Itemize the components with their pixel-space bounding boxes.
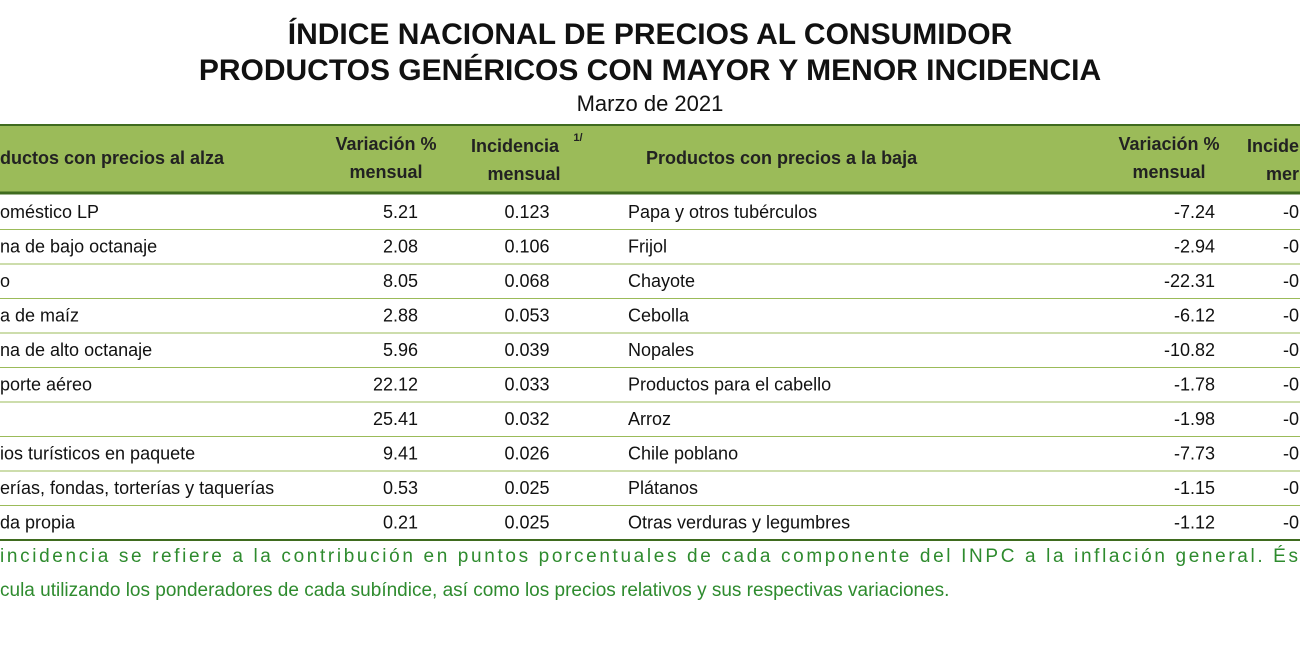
table-cell: Otras verduras y legumbres: [628, 513, 850, 533]
table-cell: -0: [1283, 513, 1299, 533]
column-header: Incidencia: [471, 136, 560, 156]
column-header: Incide: [1247, 136, 1299, 156]
table-cell: -0: [1283, 306, 1299, 326]
table-cell: 8.05: [383, 271, 418, 291]
table-cell: 0.123: [504, 202, 549, 222]
table-cell: a de maíz: [0, 306, 79, 326]
table-cell: 9.41: [383, 444, 418, 464]
footnote: cula utilizando los ponderadores de cada…: [0, 580, 949, 601]
table-cell: Plátanos: [628, 478, 698, 498]
table-cell: 0.053: [504, 306, 549, 326]
table-cell: Frijol: [628, 237, 667, 257]
column-header: mer: [1266, 164, 1299, 184]
column-header: Variación %: [335, 134, 436, 154]
table-cell: 0.026: [504, 444, 549, 464]
table-cell: porte aéreo: [0, 375, 92, 395]
column-header: mensual: [1132, 162, 1205, 182]
table-cell: 22.12: [373, 375, 418, 395]
table-cell: -0: [1283, 375, 1299, 395]
table-cell: 0.039: [504, 340, 549, 360]
table-cell: na de bajo octanaje: [0, 237, 157, 257]
table-cell: 25.41: [373, 409, 418, 429]
table-cell: 5.96: [383, 340, 418, 360]
table-cell: -0: [1283, 202, 1299, 222]
column-header: Variación %: [1118, 134, 1219, 154]
table-cell: 0.032: [504, 409, 549, 429]
table-cell: 0.21: [383, 513, 418, 533]
table-cell: erías, fondas, torterías y taquerías: [0, 478, 274, 498]
column-header: Productos con precios a la baja: [646, 148, 918, 168]
table-cell: Arroz: [628, 409, 671, 429]
title: PRODUCTOS GENÉRICOS CON MAYOR Y MENOR IN…: [199, 53, 1101, 87]
table-cell: Papa y otros tubérculos: [628, 202, 817, 222]
table-cell: -6.12: [1174, 306, 1215, 326]
table-cell: o: [0, 271, 10, 291]
table-cell: 0.025: [504, 478, 549, 498]
table-cell: -1.15: [1174, 478, 1215, 498]
table-cell: da propia: [0, 513, 76, 533]
table-cell: 0.068: [504, 271, 549, 291]
table-cell: Productos para el cabello: [628, 375, 831, 395]
table-cell: 0.033: [504, 375, 549, 395]
column-header: ductos con precios al alza: [0, 148, 225, 168]
header-band: [0, 125, 1300, 192]
table-cell: 0.025: [504, 513, 549, 533]
table-cell: 2.88: [383, 306, 418, 326]
table-cell: -0: [1283, 237, 1299, 257]
table-cell: -2.94: [1174, 237, 1215, 257]
table-cell: na de alto octanaje: [0, 340, 152, 360]
table-cell: Chile poblano: [628, 444, 738, 464]
table-cell: -0: [1283, 340, 1299, 360]
footnote: incidencia se refiere a la contribución …: [0, 546, 1298, 567]
table-cell: -0: [1283, 409, 1299, 429]
table-cell: -0: [1283, 271, 1299, 291]
column-header: mensual: [349, 162, 422, 182]
footnote-ref: 1/: [573, 132, 582, 144]
table-cell: 0.53: [383, 478, 418, 498]
table-cell: oméstico LP: [0, 202, 99, 222]
table-cell: 5.21: [383, 202, 418, 222]
table-cell: -1.12: [1174, 513, 1215, 533]
column-header: mensual: [487, 164, 560, 184]
table-cell: Nopales: [628, 340, 694, 360]
table-cell: -1.98: [1174, 409, 1215, 429]
table-cell: -1.78: [1174, 375, 1215, 395]
table-cell: Chayote: [628, 271, 695, 291]
table-cell: -10.82: [1164, 340, 1215, 360]
table-cell: 0.106: [504, 237, 549, 257]
table-body: oméstico LP 5.21 0.123 Papa y otros tubércu…: [0, 202, 1300, 541]
table-cell: Cebolla: [628, 306, 690, 326]
table-cell: -0: [1283, 444, 1299, 464]
table-cell: ios turísticos en paquete: [0, 444, 195, 464]
table-cell: 2.08: [383, 237, 418, 257]
table-cell: -7.73: [1174, 444, 1215, 464]
title: ÍNDICE NACIONAL DE PRECIOS AL CONSUMIDOR: [288, 17, 1013, 51]
table-cell: -0: [1283, 478, 1299, 498]
subtitle: Marzo de 2021: [577, 91, 724, 116]
table-cell: -7.24: [1174, 202, 1215, 222]
table-cell: -22.31: [1164, 271, 1215, 291]
